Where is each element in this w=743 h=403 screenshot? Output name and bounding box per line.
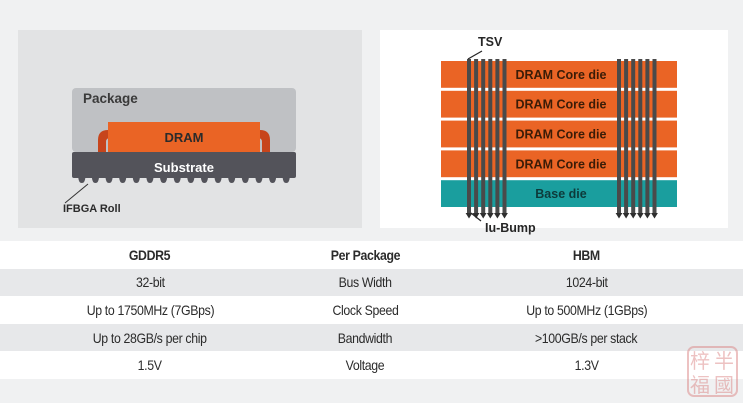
svg-text:TSV: TSV (478, 35, 503, 49)
svg-text:DRAM Core die: DRAM Core die (516, 68, 607, 82)
svg-text:DRAM Core die: DRAM Core die (516, 157, 607, 171)
svg-text:DRAM Core die: DRAM Core die (516, 128, 607, 142)
svg-text:Substrate: Substrate (154, 160, 214, 175)
svg-text:Package: Package (83, 91, 138, 106)
svg-text:IFBGA Roll: IFBGA Roll (63, 203, 121, 215)
svg-text:DRAM Core die: DRAM Core die (516, 98, 607, 112)
svg-text:DRAM: DRAM (165, 130, 204, 145)
svg-text:Base die: Base die (535, 187, 586, 201)
svg-text:Iu-Bump: Iu-Bump (485, 221, 536, 235)
